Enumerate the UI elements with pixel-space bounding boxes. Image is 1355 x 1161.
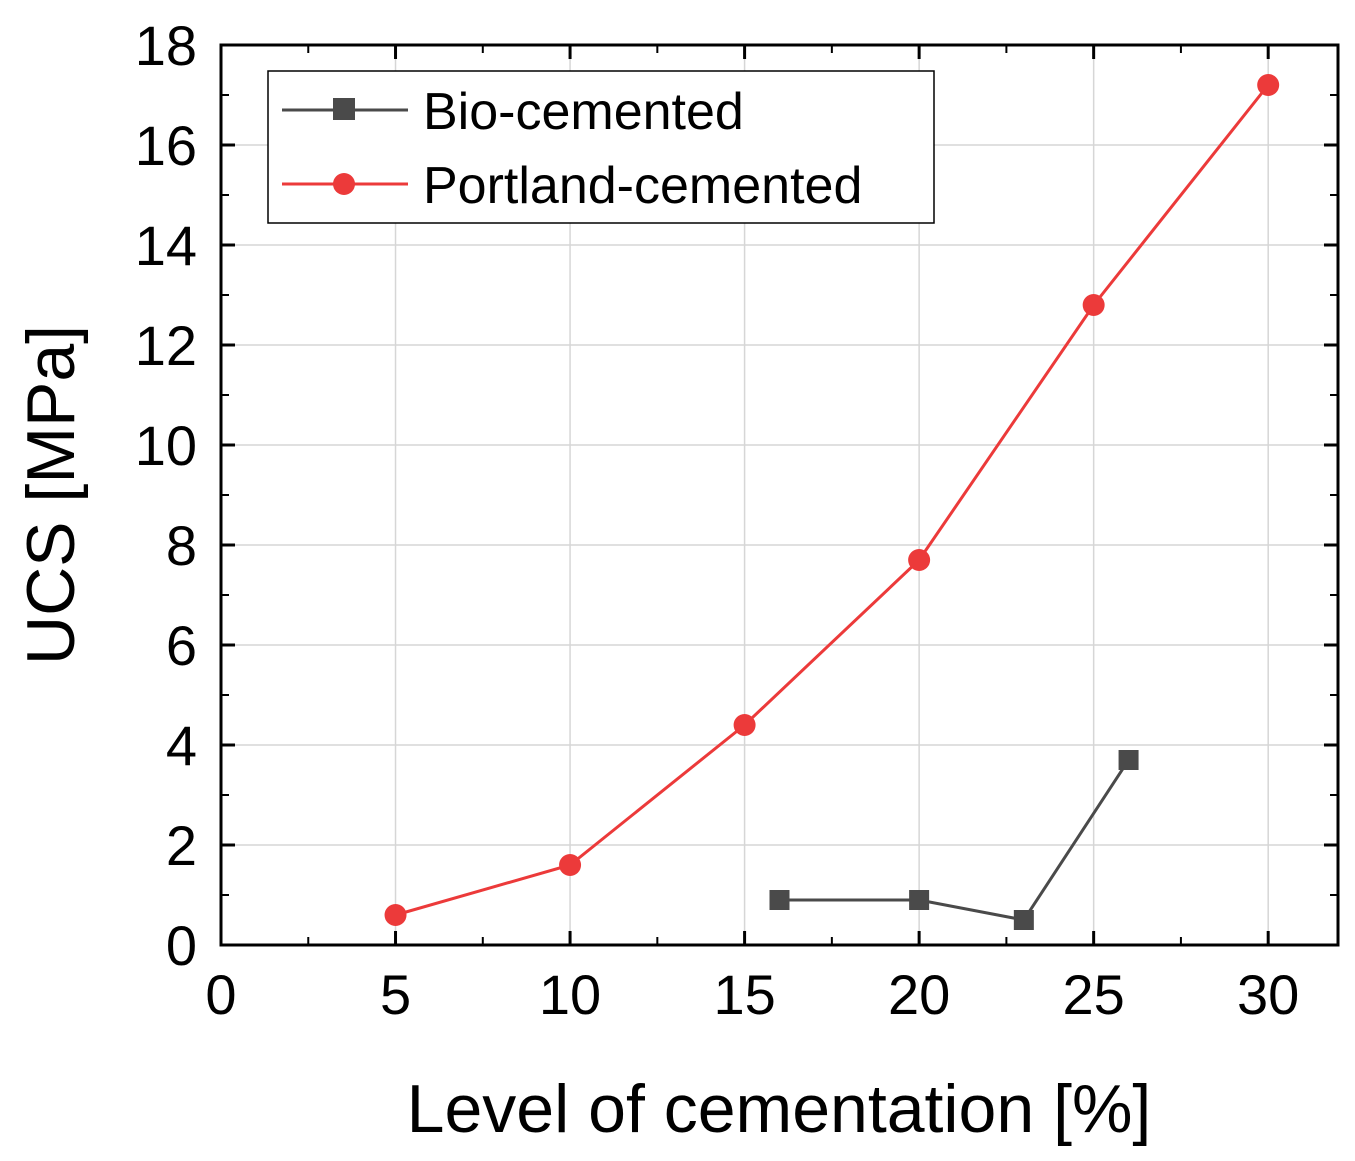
x-tick-label: 5 (380, 963, 411, 1026)
x-tick-labels: 0 5 10 15 20 25 30 (205, 963, 1299, 1026)
y-tick-label: 6 (166, 614, 197, 677)
x-tick-label: 20 (888, 963, 950, 1026)
x-tick-label: 10 (539, 963, 601, 1026)
data-point-portland-cemented (384, 904, 407, 926)
y-tick-label: 12 (135, 314, 197, 377)
y-tick-label: 16 (135, 114, 197, 177)
legend-entry-portland-cemented: Portland-cemented (282, 157, 862, 215)
series-line-bio-cemented (779, 759, 1130, 922)
plot-frame (219, 43, 1340, 947)
y-tick-label: 14 (135, 214, 197, 277)
x-tick-label: 15 (713, 963, 775, 1026)
x-axis-title: Level of cementation [%] (407, 1071, 1152, 1147)
legend-label-portland-cemented: Portland-cemented (423, 157, 862, 215)
x-tick-label: 0 (205, 963, 236, 1026)
y-tick-label: 10 (135, 414, 197, 477)
series-line-portland-cemented (395, 84, 1270, 917)
data-point-bio-cemented (909, 890, 930, 910)
y-tick-label: 18 (135, 14, 197, 77)
y-tick-label: 0 (166, 914, 197, 977)
legend-marker-square-icon (333, 98, 355, 120)
legend-box (267, 70, 935, 224)
data-point-bio-cemented (769, 890, 790, 910)
x-tick-label: 30 (1237, 963, 1299, 1026)
data-point-bio-cemented (1013, 910, 1034, 930)
data-point-portland-cemented (1257, 74, 1280, 96)
legend: Bio-cemented Portland-cemented (267, 70, 935, 224)
data-point-bio-cemented (1118, 750, 1139, 770)
y-tick-labels: 0 2 4 6 8 10 12 14 16 18 (135, 14, 197, 977)
data-point-portland-cemented (908, 549, 931, 571)
data-point-portland-cemented (1082, 294, 1105, 316)
y-tick-label: 8 (166, 514, 197, 577)
series-layer (384, 74, 1280, 930)
data-point-portland-cemented (733, 714, 756, 736)
legend-label-bio-cemented: Bio-cemented (423, 83, 744, 141)
legend-entry-bio-cemented: Bio-cemented (282, 83, 744, 141)
legend-marker-circle-icon (333, 173, 355, 195)
data-point-portland-cemented (559, 854, 582, 876)
minor-ticks (221, 45, 1338, 945)
y-tick-label: 4 (166, 714, 197, 777)
x-tick-label: 25 (1063, 963, 1125, 1026)
y-tick-label: 2 (166, 814, 197, 877)
y-axis-title: UCS [MPa] (13, 325, 89, 665)
